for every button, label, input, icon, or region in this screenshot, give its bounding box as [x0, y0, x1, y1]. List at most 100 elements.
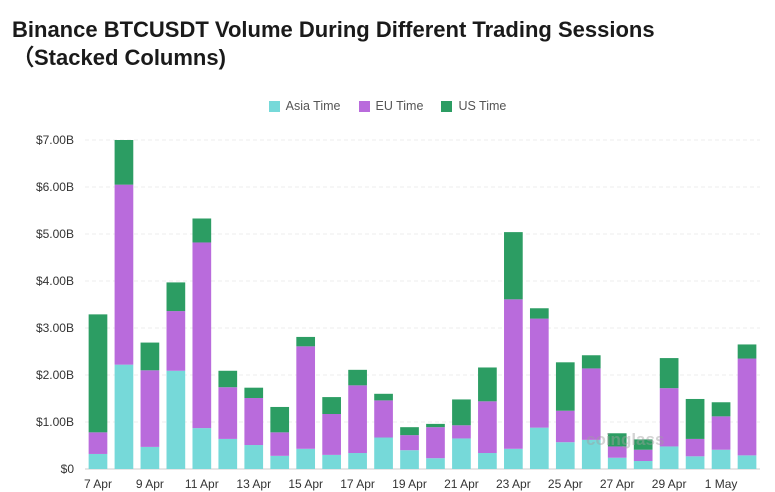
chart-title: Binance BTCUSDT Volume During Different … — [12, 17, 655, 70]
bar-asia-segment — [88, 453, 108, 469]
x-tick-label: 15 Apr — [288, 477, 323, 491]
bar-us-segment — [88, 314, 108, 433]
bar-eu-segment — [529, 318, 549, 428]
bar-us-segment — [633, 439, 653, 450]
x-tick-label: 17 Apr — [340, 477, 375, 491]
bar-us-segment — [581, 355, 601, 369]
bar-eu-segment — [633, 449, 653, 462]
bar-eu-segment — [348, 385, 367, 454]
bar-asia-segment — [166, 370, 186, 469]
bar-eu-segment — [504, 299, 523, 449]
bar-asia-segment — [478, 453, 497, 469]
bar-asia-segment — [426, 458, 445, 469]
bar-us-segment — [296, 336, 316, 347]
bar-asia-segment — [607, 457, 627, 469]
bar-asia-segment — [296, 448, 316, 469]
bar-asia-segment — [400, 450, 419, 469]
x-tick-label: 1 May — [705, 477, 738, 491]
bar-asia-segment — [711, 449, 731, 469]
bar-eu-segment — [478, 401, 497, 454]
bar-asia-segment — [685, 456, 705, 469]
bar-us-segment — [711, 402, 731, 417]
bar-asia-segment — [633, 461, 653, 469]
x-tick-label: 9 Apr — [136, 477, 164, 491]
bar-asia-segment — [737, 455, 757, 469]
bar-eu-segment — [659, 388, 679, 447]
bar-us-segment — [114, 140, 134, 185]
x-tick-label: 27 Apr — [600, 477, 635, 491]
bar-us-segment — [452, 399, 471, 426]
legend-label-asia: Asia Time — [285, 99, 341, 113]
bar-eu-segment — [270, 432, 290, 456]
x-tick-label: 29 Apr — [652, 477, 687, 491]
bar-asia-segment — [244, 445, 264, 469]
bar-us-segment — [322, 397, 341, 415]
bar-eu-segment — [452, 425, 471, 439]
legend-item-eu[interactable]: EU Time — [358, 99, 424, 113]
y-tick-label: $1.00B — [36, 415, 74, 429]
legend-item-asia[interactable]: Asia Time — [268, 99, 341, 113]
bar-asia-segment — [348, 453, 367, 469]
bar-us-segment — [218, 370, 238, 388]
bar-eu-segment — [685, 438, 705, 457]
bar-us-segment — [685, 398, 705, 439]
bar-eu-segment — [426, 427, 445, 459]
bar-asia-segment — [504, 448, 523, 469]
bar-us-segment — [504, 232, 523, 300]
bar-us-segment — [400, 427, 419, 436]
bar-asia-segment — [555, 442, 575, 469]
bar-us-segment — [659, 358, 679, 389]
legend-label-us: US Time — [458, 99, 507, 113]
legend-item-us[interactable]: US Time — [441, 99, 506, 113]
bar-eu-segment — [166, 311, 186, 371]
bar-eu-segment — [114, 184, 134, 365]
bar-eu-segment — [737, 358, 757, 456]
x-tick-label: 7 Apr — [84, 477, 112, 491]
bar-eu-segment — [140, 370, 160, 447]
bar-asia-segment — [529, 427, 549, 469]
y-tick-label: $3.00B — [36, 321, 74, 335]
bar-us-segment — [426, 423, 445, 428]
bar-us-segment — [270, 406, 290, 433]
bar-eu-segment — [88, 432, 108, 454]
bar-eu-segment — [711, 416, 731, 450]
bar-us-segment — [192, 218, 212, 243]
bar-eu-segment — [296, 346, 316, 449]
bar-us-segment — [478, 367, 497, 402]
y-tick-label: $0 — [61, 462, 75, 476]
bar-asia-segment — [218, 438, 238, 469]
bar-us-segment — [140, 342, 160, 371]
x-tick-label: 19 Apr — [392, 477, 427, 491]
x-tick-label: 25 Apr — [548, 477, 583, 491]
bar-us-segment — [166, 282, 186, 312]
bar-us-segment — [607, 433, 627, 447]
bar-asia-segment — [114, 364, 134, 469]
bar-eu-segment — [244, 398, 264, 446]
bar-asia-segment — [322, 454, 341, 469]
y-tick-label: $2.00B — [36, 368, 74, 382]
bar-eu-segment — [607, 446, 627, 458]
bar-eu-segment — [218, 387, 238, 439]
bar-eu-segment — [192, 242, 212, 429]
legend-label-eu: EU Time — [375, 99, 424, 113]
bar-eu-segment — [374, 400, 393, 438]
bar-us-segment — [555, 362, 575, 411]
bar-asia-segment — [374, 437, 393, 469]
bar-us-segment — [737, 344, 757, 359]
bar-eu-segment — [400, 435, 419, 451]
bar-us-segment — [244, 387, 264, 399]
bar-us-segment — [529, 308, 549, 319]
y-tick-label: $7.00B — [36, 133, 74, 147]
x-tick-label: 23 Apr — [496, 477, 531, 491]
bar-us-segment — [374, 393, 393, 401]
y-tick-label: $4.00B — [36, 274, 74, 288]
legend: Asia Time EU Time US Time — [0, 99, 775, 113]
bar-eu-segment — [322, 414, 341, 455]
x-tick-label: 11 Apr — [185, 477, 219, 491]
x-tick-label: 21 Apr — [444, 477, 479, 491]
bar-asia-segment — [659, 446, 679, 469]
y-tick-label: $5.00B — [36, 227, 74, 241]
bar-asia-segment — [270, 455, 290, 469]
legend-swatch-us — [441, 100, 453, 112]
